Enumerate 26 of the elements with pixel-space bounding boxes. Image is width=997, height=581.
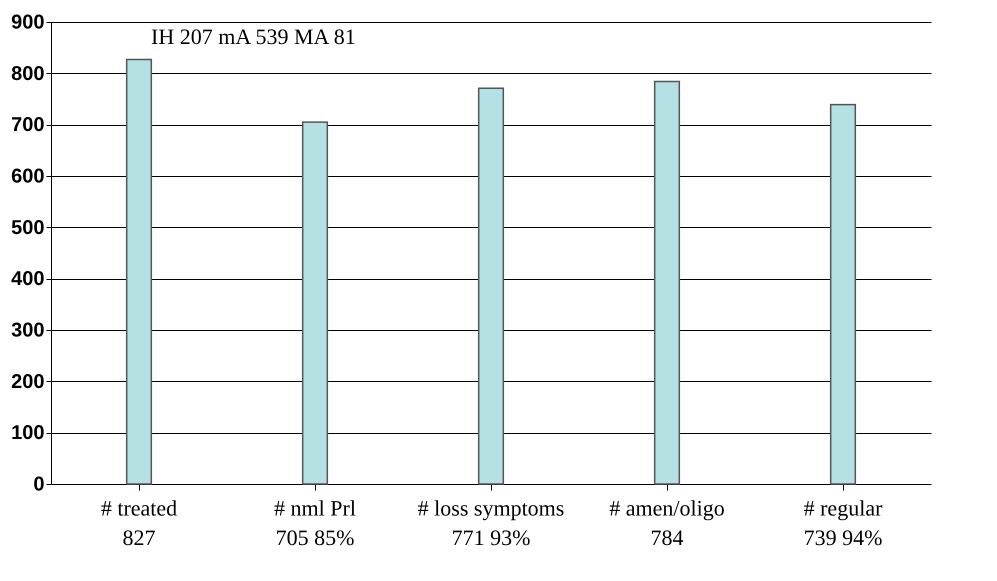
y-tick-label: 800: [11, 62, 44, 85]
x-tick-label: # nml Prl: [274, 496, 356, 520]
data-label: 771 93%: [452, 525, 530, 550]
x-tick-label: # loss symptoms: [418, 496, 564, 520]
bar: [302, 121, 328, 485]
y-tick-label: 300: [11, 320, 44, 342]
bar: [654, 80, 680, 485]
data-label: 739 94%: [804, 525, 882, 550]
x-tick-label: # amen/oligo: [609, 496, 725, 520]
annotation: IH 207 mA 539 MA 81: [151, 24, 356, 49]
bar: [126, 58, 152, 485]
data-label: 784: [650, 525, 684, 550]
y-tick-label: 600: [11, 166, 44, 188]
y-tick-label: 400: [11, 268, 44, 290]
y-tick-label: 0: [33, 474, 44, 496]
x-tick-label: # regular: [804, 496, 884, 520]
bar: [830, 104, 856, 485]
bar: [478, 87, 504, 485]
data-label: 827: [122, 525, 156, 550]
y-tick-label: 700: [11, 114, 44, 136]
y-tick-label: 200: [11, 370, 44, 393]
y-tick-label: 900: [11, 12, 44, 34]
data-label: 705 85%: [276, 525, 354, 550]
y-tick-label: 100: [11, 422, 44, 444]
y-tick-label: 500: [11, 216, 44, 239]
x-tick-label: # treated: [100, 496, 178, 520]
